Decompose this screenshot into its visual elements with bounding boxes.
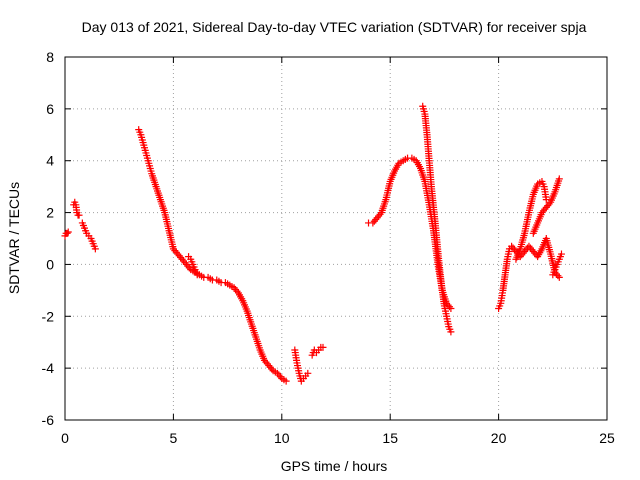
data-point [447, 305, 455, 313]
y-tick-label: -4 [42, 360, 55, 376]
x-tick-label: 0 [61, 430, 69, 446]
x-axis-label: GPS time / hours [281, 458, 388, 474]
grid-lines [65, 57, 607, 420]
data-point [555, 175, 563, 183]
data-point [75, 211, 83, 219]
data-point-interp [554, 272, 562, 280]
data-point [447, 328, 455, 336]
x-tick-label: 10 [274, 430, 290, 446]
y-tick-label: 2 [46, 205, 54, 221]
data-point [282, 377, 290, 385]
x-tick-label: 5 [170, 430, 178, 446]
x-tick-label: 20 [491, 430, 507, 446]
data-point [64, 228, 72, 236]
data-point [63, 229, 71, 237]
y-tick-label: -2 [42, 308, 55, 324]
y-tick-label: 6 [46, 101, 54, 117]
data-point-interp [276, 373, 284, 381]
data-point-interp [445, 303, 453, 311]
data-point-interp [233, 287, 241, 295]
data-point-interp [185, 264, 193, 272]
axis-ticks [64, 56, 608, 421]
chart-title: Day 013 of 2021, Sidereal Day-to-day VTE… [82, 19, 587, 35]
data-point [91, 245, 99, 253]
data-point [555, 273, 563, 281]
tick-labels: 0 5 10 15 20 25 -6 -4 -2 0 2 4 6 8 [42, 49, 615, 446]
data-point-interp [268, 365, 276, 373]
y-tick-label: -6 [42, 412, 55, 428]
x-tick-label: 15 [382, 430, 398, 446]
x-tick-label: 25 [599, 430, 615, 446]
y-axis-label: SDTVAR / TECUs [6, 182, 22, 294]
data-point-interp [376, 210, 384, 218]
data-point [557, 250, 565, 258]
data-point [319, 343, 327, 351]
data-point [304, 369, 312, 377]
y-tick-label: 8 [46, 49, 54, 65]
data-points [61, 102, 565, 385]
data-point [193, 271, 201, 279]
y-tick-label: 4 [46, 153, 54, 169]
y-tick-label: 0 [46, 256, 54, 272]
data-point-interp [545, 200, 553, 208]
